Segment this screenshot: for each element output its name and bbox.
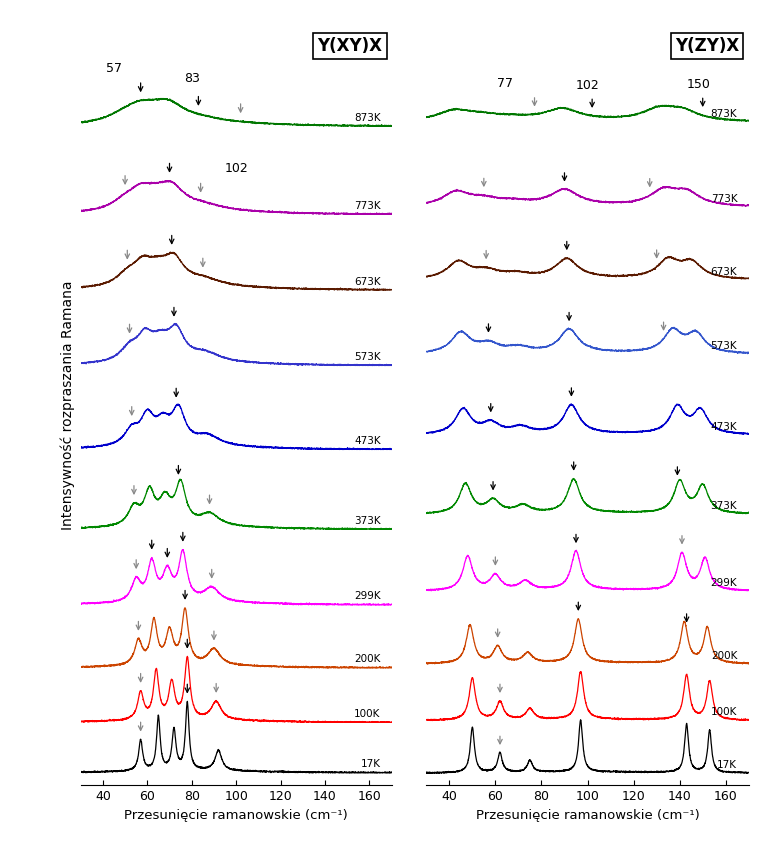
Text: 299K: 299K [710,578,737,588]
Text: 299K: 299K [354,592,381,601]
Text: Y(XY)X: Y(XY)X [317,37,382,55]
Text: 200K: 200K [354,655,381,665]
Text: 373K: 373K [710,501,737,511]
Text: Y(ZY)X: Y(ZY)X [675,37,739,55]
Text: 473K: 473K [354,436,381,446]
Text: 17K: 17K [717,760,737,770]
Text: 150: 150 [686,77,710,91]
Text: 473K: 473K [710,422,737,432]
Text: 673K: 673K [354,277,381,287]
Text: 773K: 773K [710,194,737,204]
Text: 200K: 200K [711,651,737,661]
Text: 57: 57 [106,62,122,75]
Text: 873K: 873K [354,113,381,123]
X-axis label: Przesunięcie ramanowskie (cm⁻¹): Przesunięcie ramanowskie (cm⁻¹) [124,809,348,822]
Text: 102: 102 [224,162,248,176]
Text: 77: 77 [497,77,512,90]
Text: 773K: 773K [354,201,381,211]
Text: 573K: 573K [710,341,737,351]
X-axis label: Przesunięcie ramanowskie (cm⁻¹): Przesunięcie ramanowskie (cm⁻¹) [475,809,700,822]
Y-axis label: Intensywność rozpraszania Ramana: Intensywność rozpraszania Ramana [61,281,75,530]
Text: 100K: 100K [354,709,381,719]
Text: 17K: 17K [360,759,381,769]
Text: 102: 102 [576,78,599,92]
Text: 673K: 673K [710,267,737,277]
Text: 573K: 573K [354,352,381,363]
Text: 373K: 373K [354,516,381,526]
Text: 83: 83 [184,72,200,85]
Text: 100K: 100K [711,707,737,717]
Text: 873K: 873K [710,110,737,119]
